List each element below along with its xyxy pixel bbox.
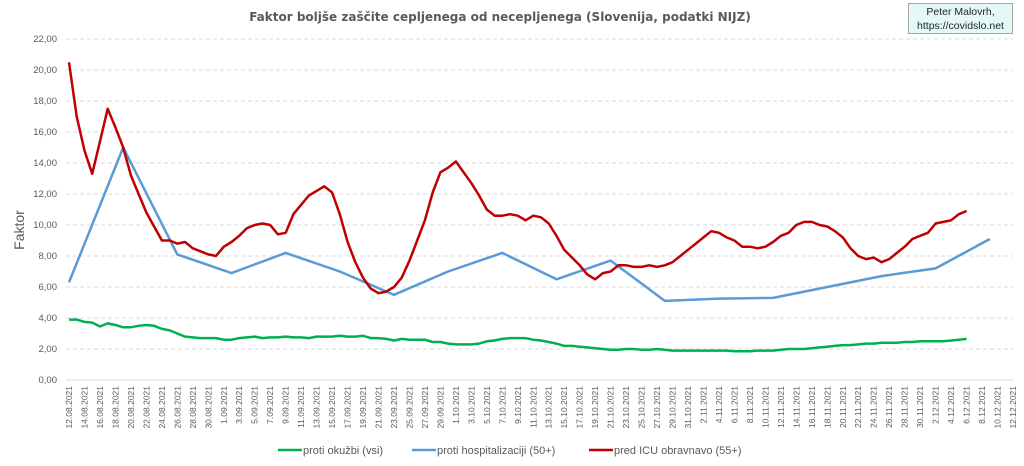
x-tick-label: 10.11.2021 — [760, 386, 770, 428]
x-tick-label: 8.11.2021 — [745, 386, 755, 423]
y-tick-label: 18,00 — [33, 96, 57, 107]
x-tick-label: 4.11.2021 — [714, 386, 724, 423]
x-tick-label: 17.09.2021 — [343, 386, 353, 429]
x-tick-label: 9.09.2021 — [281, 386, 291, 424]
legend-label: pred ICU obravnavo (55+) — [614, 445, 741, 457]
x-tick-label: 4.12.2021 — [946, 386, 956, 424]
x-tick-label: 18.11.2021 — [822, 386, 832, 428]
x-tick-label: 10.12.2021 — [993, 386, 1003, 429]
x-tick-label: 8.12.2021 — [977, 386, 987, 424]
y-tick-label: 4,00 — [39, 313, 58, 324]
series-line-1 — [69, 318, 967, 353]
x-tick-label: 25.09.2021 — [404, 386, 414, 429]
x-tick-label: 21.09.2021 — [374, 386, 384, 429]
x-tick-label: 12.11.2021 — [776, 386, 786, 428]
author-name: Peter Malovrh, — [926, 6, 995, 18]
x-tick-label: 2.12.2021 — [931, 386, 941, 424]
legend: proti okužbi (vsi) proti hospitalizaciji … — [278, 445, 741, 457]
x-axis-ticks: 12.08.2021 14.08.2021 16.08.2021 18.08.2021… — [64, 386, 1018, 429]
x-tick-label: 28.08.2021 — [188, 386, 198, 429]
x-tick-label: 29.09.2021 — [435, 386, 445, 429]
series-line-2 — [67, 146, 991, 303]
x-tick-label: 15.10.2021 — [559, 386, 569, 429]
x-tick-label: 18.08.2021 — [110, 386, 120, 429]
x-tick-label: 11.09.2021 — [296, 386, 306, 428]
x-tick-label: 6.11.2021 — [729, 386, 739, 423]
x-tick-label: 17.10.2021 — [575, 386, 585, 429]
x-tick-label: 22.11.2021 — [853, 386, 863, 428]
y-axis-label: Faktor — [11, 210, 27, 250]
x-tick-label: 3.10.2021 — [466, 386, 476, 424]
x-tick-label: 23.10.2021 — [621, 386, 631, 429]
x-tick-label: 26.08.2021 — [172, 386, 182, 429]
x-tick-label: 7.10.2021 — [497, 386, 507, 424]
x-tick-label: 13.10.2021 — [544, 386, 554, 429]
x-tick-label: 25.10.2021 — [637, 386, 647, 429]
x-tick-label: 27.10.2021 — [652, 386, 662, 429]
x-tick-label: 19.10.2021 — [590, 386, 600, 429]
x-tick-label: 27.09.2021 — [420, 386, 430, 429]
x-tick-label: 23.09.2021 — [389, 386, 399, 429]
gridlines — [66, 38, 1013, 381]
series-lines — [67, 62, 991, 353]
x-tick-label: 31.10.2021 — [683, 386, 693, 429]
legend-label: proti okužbi (vsi) — [303, 445, 383, 457]
y-tick-label: 10,00 — [33, 220, 57, 231]
x-tick-label: 11.10.2021 — [528, 386, 538, 428]
x-tick-label: 21.10.2021 — [606, 386, 616, 429]
author-url: https://covidslo.net — [917, 20, 1004, 32]
y-tick-label: 22,00 — [33, 34, 57, 45]
x-tick-label: 1.09.2021 — [219, 386, 229, 424]
x-tick-label: 14.11.2021 — [791, 386, 801, 428]
legend-item: proti okužbi (vsi) — [278, 445, 383, 457]
x-tick-label: 26.11.2021 — [884, 386, 894, 428]
y-axis-ticks: 0,00 2,00 4,00 6,00 8,00 10,00 12,00 14,00 16,00… — [33, 34, 57, 386]
y-tick-label: 20,00 — [33, 65, 57, 76]
x-tick-label: 5.09.2021 — [250, 386, 260, 424]
x-tick-label: 28.11.2021 — [900, 386, 910, 428]
x-tick-label: 13.09.2021 — [312, 386, 322, 429]
legend-item: pred ICU obravnavo (55+) — [589, 445, 741, 457]
x-tick-label: 20.08.2021 — [126, 386, 136, 429]
x-tick-label: 1.10.2021 — [451, 386, 461, 424]
author-annotation: Peter Malovrh, https://covidslo.net — [908, 3, 1013, 34]
x-tick-label: 20.11.2021 — [838, 386, 848, 428]
series-line-3 — [67, 62, 968, 295]
x-tick-label: 19.09.2021 — [358, 386, 368, 429]
x-tick-label: 16.08.2021 — [95, 386, 105, 429]
chart-title: Faktor boljše zaščite cepljenega od nece… — [249, 10, 751, 24]
x-tick-label: 5.10.2021 — [482, 386, 492, 424]
y-tick-label: 16,00 — [33, 127, 57, 138]
x-tick-label: 9.10.2021 — [513, 386, 523, 424]
y-tick-label: 6,00 — [39, 282, 58, 293]
x-tick-label: 30.11.2021 — [915, 386, 925, 428]
x-tick-label: 12.08.2021 — [64, 386, 74, 429]
x-tick-label: 24.08.2021 — [157, 386, 167, 429]
y-tick-label: 2,00 — [39, 344, 58, 355]
x-tick-label: 24.11.2021 — [869, 386, 879, 428]
x-tick-label: 16.11.2021 — [807, 386, 817, 428]
x-tick-label: 22.08.2021 — [141, 386, 151, 429]
x-tick-label: 6.12.2021 — [962, 386, 972, 424]
y-tick-label: 8,00 — [39, 251, 58, 262]
x-tick-label: 7.09.2021 — [265, 386, 275, 424]
legend-item: proti hospitalizaciji (50+) — [412, 445, 555, 457]
x-tick-label: 29.10.2021 — [668, 386, 678, 429]
x-tick-label: 2.11.2021 — [698, 386, 708, 423]
x-tick-label: 15.09.2021 — [327, 386, 337, 429]
y-tick-label: 14,00 — [33, 158, 57, 169]
x-tick-label: 3.09.2021 — [234, 386, 244, 424]
y-tick-label: 12,00 — [33, 189, 57, 200]
x-tick-label: 14.08.2021 — [79, 386, 89, 429]
y-tick-label: 0,00 — [39, 375, 58, 386]
legend-label: proti hospitalizaciji (50+) — [437, 445, 555, 457]
x-tick-label: 30.08.2021 — [203, 386, 213, 429]
x-tick-label: 12.12.2021 — [1008, 386, 1018, 429]
